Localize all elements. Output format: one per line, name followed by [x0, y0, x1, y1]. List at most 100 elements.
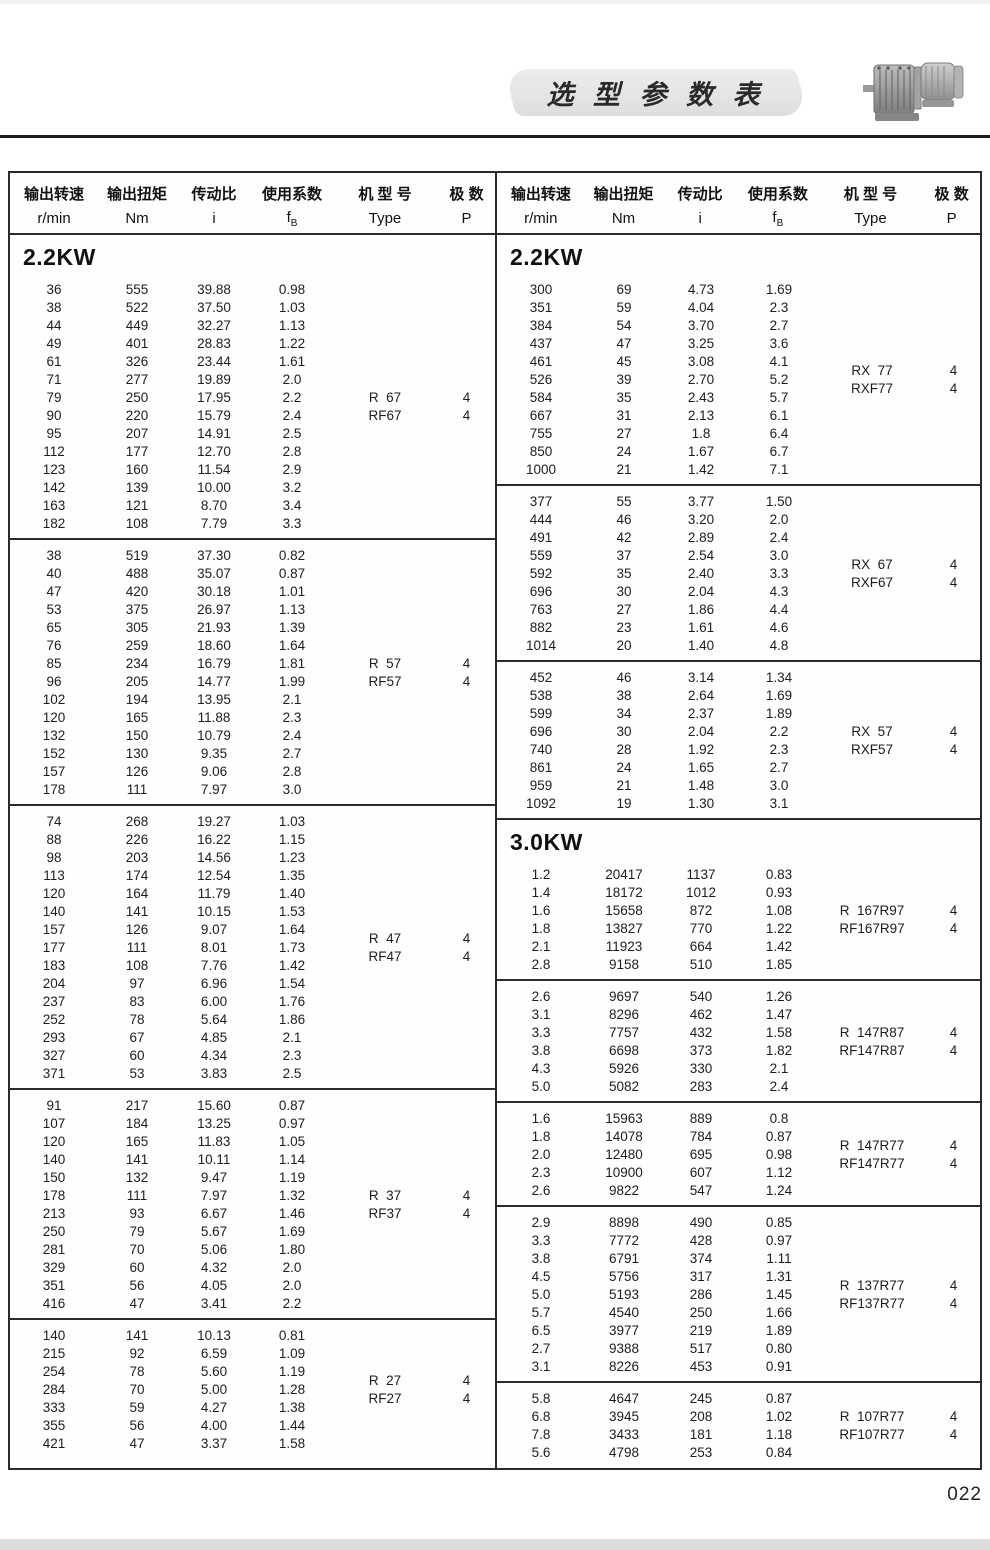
table-cell: 5.06 [200, 1241, 228, 1257]
table-cell: 1.89 [765, 705, 793, 721]
table-cell: 174 [125, 867, 149, 883]
table-cell: 3.25 [687, 335, 715, 351]
type-column: R 147R87 4 RF147R87 4 [819, 987, 980, 1095]
table-cell: 253 [689, 1444, 713, 1460]
table-cell: 3.08 [687, 353, 715, 369]
table-cell: 3.0 [769, 547, 789, 563]
table-cell: 123 [42, 461, 66, 477]
table-cell: 139 [125, 479, 149, 495]
table-cell: 2.8 [282, 763, 302, 779]
table-row: 1014 20 1.40 4.8 [497, 636, 819, 654]
gear-motor-image [863, 62, 964, 121]
table-cell: 95 [46, 425, 62, 441]
table-cell: 8296 [608, 1006, 640, 1022]
table-row: 71 277 19.89 2.0 [10, 370, 332, 388]
data-block: 74 268 19.27 1.03 88 226 16.22 1.15 98 203 14.56 1.… [10, 806, 495, 1088]
table-cell: 1.8 [531, 920, 551, 936]
table-cell: 1.65 [687, 759, 715, 775]
table-row: 882 23 1.61 4.6 [497, 618, 819, 636]
type-label: RF107R77 [839, 1426, 905, 1442]
table-cell: 1.48 [687, 777, 715, 793]
table-row: 599 34 2.37 1.89 [497, 704, 819, 722]
table-row: 444 46 3.20 2.0 [497, 510, 819, 528]
table-cell: 449 [125, 317, 149, 333]
table-row: 85 234 16.79 1.81 [10, 654, 332, 672]
table-row: 1.8 14078 784 0.87 [497, 1127, 819, 1145]
table-row: 76 259 18.60 1.64 [10, 636, 332, 654]
table-cell: 2.4 [282, 407, 302, 423]
type-line: RF37 4 [332, 1204, 495, 1222]
table-cell: 1.03 [278, 299, 306, 315]
table-cell: 959 [529, 777, 553, 793]
poles-value: 4 [462, 948, 471, 964]
type-column: R 107R77 4 RF107R77 4 [819, 1389, 980, 1461]
table-cell: 15.79 [197, 407, 231, 423]
table-cell: 12.54 [197, 867, 231, 883]
table-row: 178 111 7.97 3.0 [10, 780, 332, 798]
poles-value: 4 [462, 1372, 471, 1388]
header-labels-row: 输出转速 输出扭矩 传动比 使用系数 机 型 号 极 数 [10, 181, 495, 206]
table-cell: 1.39 [278, 619, 306, 635]
table-cell: 740 [529, 741, 553, 757]
table-cell: 2.7 [282, 745, 302, 761]
table-row: 47 420 30.18 1.01 [10, 582, 332, 600]
table-cell: 1.58 [765, 1024, 793, 1040]
table-cell: 76 [46, 637, 62, 653]
table-cell: 2.54 [687, 547, 715, 563]
table-cell: 540 [689, 988, 713, 1004]
table-cell: 1.40 [687, 637, 715, 653]
data-block: 36 555 39.88 0.98 38 522 37.50 1.03 44 449 32.27 1.… [10, 274, 495, 538]
table-cell: 6.8 [531, 1408, 551, 1424]
table-cell: 40 [46, 565, 62, 581]
data-block: 452 46 3.14 1.34 538 38 2.64 1.69 599 34 2.37 1.89 6… [497, 662, 980, 818]
table-cell: 317 [689, 1268, 713, 1284]
table-cell: 38 [616, 687, 632, 703]
poles-value: 4 [949, 574, 958, 590]
table-cell: 6.67 [200, 1205, 228, 1221]
table-cell: 453 [689, 1358, 713, 1374]
table-cell: 510 [689, 956, 713, 972]
table-cell: 4.3 [531, 1060, 551, 1076]
type-line: RXF77 4 [819, 379, 980, 397]
table-cell: 152 [42, 745, 66, 761]
table-cell: 3.4 [282, 497, 302, 513]
table-row: 461 45 3.08 4.1 [497, 352, 819, 370]
table-cell: 416 [42, 1295, 66, 1311]
table-cell: 69 [616, 281, 632, 297]
table-cell: 28.83 [197, 335, 231, 351]
table-cell: 250 [125, 389, 149, 405]
table-cell: 38 [46, 299, 62, 315]
table-cell: 97 [129, 975, 145, 991]
table-cell: 0.81 [278, 1327, 306, 1343]
table-cell: 130 [125, 745, 149, 761]
table-cell: 9388 [608, 1340, 640, 1356]
table-cell: 1.03 [278, 813, 306, 829]
table-cell: 1.32 [278, 1187, 306, 1203]
table-cell: 6.7 [769, 443, 789, 459]
table-cell: 3.20 [687, 511, 715, 527]
table-cell: 85 [46, 655, 62, 671]
type-line: R 137R77 4 [819, 1276, 980, 1294]
table-cell: 3.3 [769, 565, 789, 581]
table-cell: 882 [529, 619, 553, 635]
table-row: 123 160 11.54 2.9 [10, 460, 332, 478]
type-line: R 107R77 4 [819, 1407, 980, 1425]
table-cell: 1.01 [278, 583, 306, 599]
table-cell: 559 [529, 547, 553, 563]
poles-value: 4 [949, 1277, 958, 1293]
table-cell: 37.30 [197, 547, 231, 563]
table-cell: 1.85 [765, 956, 793, 972]
table-cell: 160 [125, 461, 149, 477]
table-cell: 10.00 [197, 479, 231, 495]
table-row: 861 24 1.65 2.7 [497, 758, 819, 776]
table-cell: 2.4 [769, 1078, 789, 1094]
poles-value: 4 [949, 1024, 958, 1040]
table-cell: 4.8 [769, 637, 789, 653]
data-block: 300 69 4.73 1.69 351 59 4.04 2.3 384 54 3.70 2.7 437… [497, 274, 980, 484]
power-heading: 2.2KW [510, 244, 583, 270]
table-cell: 2.7 [769, 759, 789, 775]
table-cell: 351 [529, 299, 553, 315]
table-cell: 11.83 [197, 1133, 231, 1149]
type-label: R 167R97 [839, 902, 905, 918]
type-label: R 147R87 [839, 1024, 905, 1040]
